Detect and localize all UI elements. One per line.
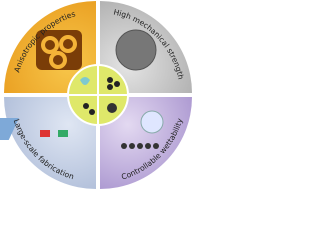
quadrant-br (100, 97, 192, 189)
icon (80, 77, 90, 85)
tr-mesh (115, 29, 157, 71)
ring (49, 51, 67, 69)
bl-substrate (0, 118, 19, 140)
bl-patch (58, 130, 68, 137)
br-dots (121, 143, 159, 149)
ring (59, 35, 77, 53)
br-droplet (140, 110, 164, 134)
center (67, 64, 129, 126)
ring (41, 36, 59, 54)
figure: Anisotropic properties High mechanical s… (0, 1, 192, 189)
bl-patch (40, 130, 50, 137)
quadrant-bl (4, 97, 96, 189)
inner-images (0, 29, 164, 149)
